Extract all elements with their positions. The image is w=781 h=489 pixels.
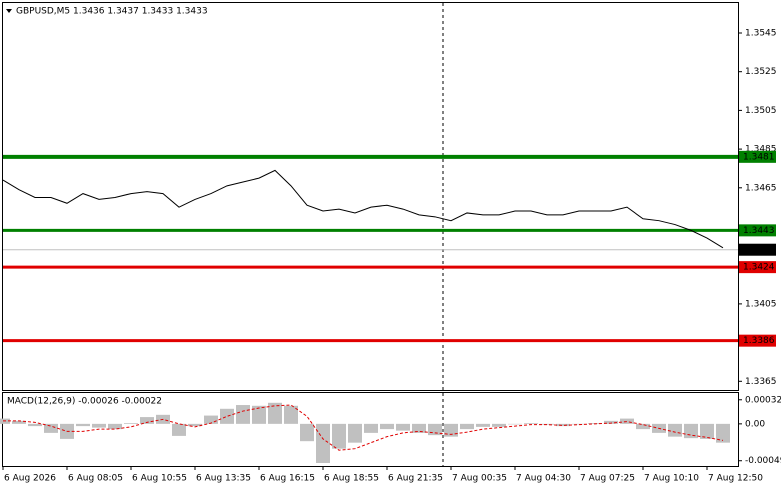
macd-bar xyxy=(524,423,538,424)
macd-title: MACD(12,26,9) -0.00026 -0.00022 xyxy=(7,397,162,407)
y-tick-label: 1.3465 xyxy=(745,183,777,193)
level-line-box xyxy=(739,150,776,163)
macd-bar xyxy=(620,418,634,424)
macd-bar xyxy=(316,423,330,463)
macd-bar xyxy=(76,423,90,427)
y-tick-label: 1.3485 xyxy=(745,145,777,155)
macd-bar xyxy=(124,423,138,424)
macd-bar xyxy=(636,423,650,430)
last-price-line-label: 1.3433 xyxy=(743,245,775,255)
macd-bar xyxy=(236,405,250,424)
macd-bar xyxy=(700,423,714,439)
main-frame xyxy=(2,2,739,391)
x-tick-label: 6 Aug 16:15 xyxy=(260,474,315,484)
macd-bar xyxy=(492,423,506,427)
macd-bar xyxy=(380,423,394,430)
macd-bar xyxy=(220,408,234,424)
level-line-box xyxy=(739,224,776,237)
macd-bar xyxy=(188,423,202,427)
macd-bar xyxy=(716,423,730,443)
macd-bar xyxy=(572,423,586,425)
y-tick-label: -0.00049 xyxy=(745,456,781,466)
y-tick-label: 1.3405 xyxy=(745,299,777,309)
macd-frame xyxy=(2,392,739,467)
level-line-label: 1.3443 xyxy=(743,226,775,236)
dropdown-icon xyxy=(6,9,12,13)
macd-bar xyxy=(460,423,474,430)
macd-bar xyxy=(12,420,26,424)
price-line xyxy=(2,169,724,249)
macd-bar xyxy=(140,417,154,424)
macd-bar xyxy=(668,423,682,437)
macd-bar xyxy=(204,415,218,424)
macd-bar xyxy=(332,423,346,449)
x-tick-label: 7 Aug 00:35 xyxy=(452,474,507,484)
macd-bar xyxy=(412,423,426,433)
macd-bar xyxy=(348,423,362,443)
macd-bar xyxy=(268,402,282,424)
macd-bar xyxy=(92,423,106,428)
x-tick-label: 7 Aug 04:30 xyxy=(516,474,571,484)
macd-bar xyxy=(172,423,186,436)
y-tick-label: 1.3505 xyxy=(745,106,777,116)
level-line-box xyxy=(739,334,776,347)
macd-bar xyxy=(252,405,266,424)
macd-bar xyxy=(684,423,698,439)
x-tick-label: 6 Aug 13:35 xyxy=(196,474,251,484)
level-line-box xyxy=(739,261,776,274)
x-tick-label: 6 Aug 08:05 xyxy=(68,474,123,484)
macd-bar xyxy=(44,423,58,433)
macd-bar xyxy=(284,405,298,424)
level-line-label: 1.3481 xyxy=(743,152,775,162)
x-tick-label: 7 Aug 07:25 xyxy=(580,474,635,484)
macd-bar xyxy=(476,423,490,427)
macd-bar xyxy=(444,423,458,437)
macd-bar xyxy=(108,423,122,430)
symbol-title: GBPUSD,M5 1.3436 1.3437 1.3433 1.3433 xyxy=(16,7,208,17)
y-tick-label: 0.00032 xyxy=(745,395,781,405)
x-tick-label: 6 Aug 21:35 xyxy=(388,474,443,484)
x-tick-label: 6 Aug 10:55 xyxy=(132,474,187,484)
y-tick-label: 1.3365 xyxy=(745,377,777,387)
y-tick-label: 1.3545 xyxy=(745,28,777,38)
macd-bar xyxy=(300,423,314,442)
signal-line xyxy=(3,404,724,451)
y-tick-label: 1.3525 xyxy=(745,67,777,77)
x-tick-label: 7 Aug 12:50 xyxy=(708,474,763,484)
macd-bar xyxy=(508,423,522,425)
macd-bar xyxy=(364,423,378,433)
x-tick-label: 6 Aug 18:55 xyxy=(324,474,379,484)
y-tick-label: 0.00 xyxy=(745,419,765,429)
level-line-label: 1.3386 xyxy=(743,336,775,346)
macd-bar xyxy=(396,423,410,431)
macd-bar xyxy=(604,420,618,424)
level-line-label: 1.3424 xyxy=(743,263,775,273)
x-tick-label: 6 Aug 2026 xyxy=(4,474,56,484)
x-tick-label: 7 Aug 10:10 xyxy=(644,474,699,484)
last-price-line-box xyxy=(739,243,776,256)
macd-bar xyxy=(28,423,42,427)
macd-bar xyxy=(556,423,570,427)
macd-bar xyxy=(428,423,442,436)
